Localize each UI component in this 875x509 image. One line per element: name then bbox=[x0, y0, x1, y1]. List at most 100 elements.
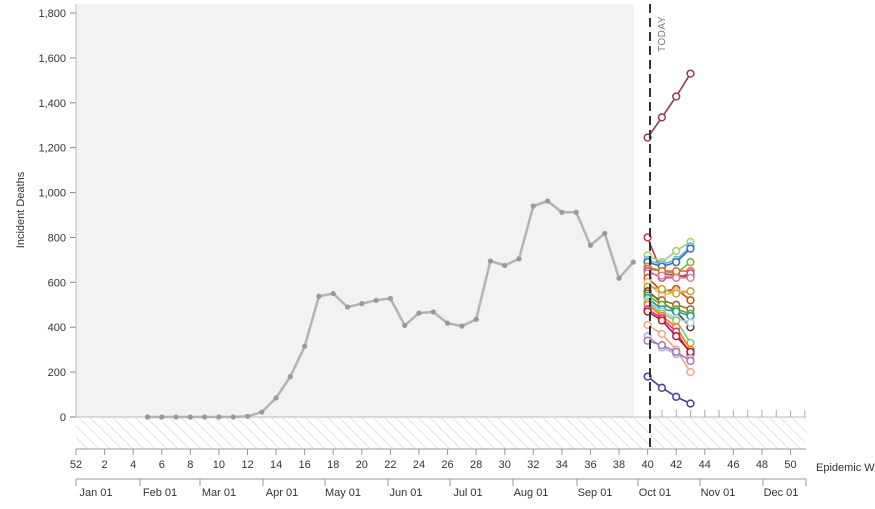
forecast-point[interactable] bbox=[672, 307, 681, 316]
forecast-point[interactable] bbox=[657, 284, 667, 294]
forecast-line bbox=[647, 375, 691, 405]
observed-point[interactable] bbox=[630, 259, 636, 265]
observed-point[interactable] bbox=[216, 414, 222, 420]
observed-point[interactable] bbox=[202, 414, 208, 420]
forecast-point[interactable] bbox=[672, 92, 681, 101]
observed-point[interactable] bbox=[430, 309, 436, 315]
forecast-point[interactable] bbox=[686, 244, 695, 253]
observed-point[interactable] bbox=[402, 322, 408, 329]
observed-point[interactable] bbox=[616, 275, 622, 281]
forecast-line bbox=[647, 299, 691, 324]
forecast-point[interactable] bbox=[672, 392, 681, 401]
observed-point[interactable] bbox=[144, 414, 151, 420]
y-tick-label: 600 bbox=[48, 277, 66, 289]
observed-point[interactable] bbox=[516, 256, 522, 262]
forecast-point[interactable] bbox=[686, 356, 695, 366]
forecast-line bbox=[647, 324, 692, 373]
observed-point[interactable] bbox=[287, 374, 293, 380]
observed-point[interactable] bbox=[330, 290, 336, 297]
forecast-point[interactable] bbox=[672, 289, 681, 298]
forecast-point[interactable] bbox=[672, 266, 681, 276]
observed-point[interactable] bbox=[230, 414, 236, 420]
forecast-point[interactable] bbox=[657, 383, 667, 392]
y-tick-label: 1,600 bbox=[38, 53, 66, 65]
forecast-point[interactable] bbox=[657, 113, 667, 122]
forecast-model bbox=[643, 69, 695, 142]
forecast-point[interactable] bbox=[686, 367, 695, 377]
x-axis-title: Epidemic Week bbox=[816, 462, 875, 474]
observed-point[interactable] bbox=[316, 293, 322, 299]
observed-point[interactable] bbox=[187, 414, 193, 420]
forecast-point[interactable] bbox=[657, 316, 667, 325]
month-tick-label: Feb 01 bbox=[143, 487, 177, 499]
observed-point[interactable] bbox=[473, 316, 479, 322]
forecast-point[interactable] bbox=[686, 318, 695, 327]
observed-point[interactable] bbox=[373, 297, 379, 303]
observed-point[interactable] bbox=[487, 258, 494, 264]
observed-point[interactable] bbox=[573, 209, 579, 215]
forecast-point[interactable] bbox=[686, 287, 695, 296]
forecast-point[interactable] bbox=[686, 311, 695, 321]
observed-point[interactable] bbox=[259, 409, 265, 415]
observed-point[interactable] bbox=[244, 413, 251, 419]
week-tick-label: 46 bbox=[727, 459, 739, 471]
week-tick-label: 22 bbox=[384, 459, 396, 471]
forecast-point[interactable] bbox=[686, 296, 695, 305]
observed-point[interactable] bbox=[159, 414, 165, 420]
week-axis: 52 2 4 6 8 10 12 14 16 18 20 22 24 26 28 30 32 34 36 38 40 42… bbox=[70, 410, 806, 471]
month-tick-label: Jun 01 bbox=[389, 487, 422, 499]
week-tick-label: 30 bbox=[499, 459, 511, 471]
forecast-point[interactable] bbox=[672, 347, 681, 357]
week-tick-label: 32 bbox=[527, 459, 539, 471]
y-tick-label: 0 bbox=[60, 412, 66, 424]
month-tick-label: Nov 01 bbox=[701, 487, 736, 499]
forecast-line bbox=[647, 261, 691, 275]
forecast-model bbox=[643, 269, 695, 282]
week-tick-label: 10 bbox=[213, 459, 225, 471]
week-tick-label: 14 bbox=[270, 459, 282, 471]
forecast-point[interactable] bbox=[686, 347, 695, 357]
forecast-line bbox=[647, 295, 691, 315]
week-tick-label: 20 bbox=[356, 459, 368, 471]
observed-point[interactable] bbox=[502, 262, 508, 269]
forecast-point[interactable] bbox=[672, 257, 681, 267]
observed-point[interactable] bbox=[416, 310, 422, 316]
observed-point[interactable] bbox=[602, 230, 608, 237]
forecast-point[interactable] bbox=[657, 271, 667, 280]
forecast-line bbox=[647, 297, 691, 317]
past-region-background bbox=[76, 4, 634, 417]
forecast-point[interactable] bbox=[657, 329, 667, 339]
observed-point[interactable] bbox=[544, 198, 551, 204]
forecast-point[interactable] bbox=[672, 332, 681, 341]
forecast-line bbox=[647, 272, 691, 279]
week-tick-label: 44 bbox=[699, 459, 711, 471]
week-tick-label: 36 bbox=[584, 459, 596, 471]
forecast-point[interactable] bbox=[686, 399, 695, 408]
observed-point[interactable] bbox=[387, 295, 393, 302]
observed-point[interactable] bbox=[273, 395, 279, 401]
forecast-model bbox=[643, 336, 695, 366]
observed-point[interactable] bbox=[459, 323, 465, 329]
forecast-line bbox=[647, 248, 692, 268]
observed-point[interactable] bbox=[587, 242, 594, 248]
forecast-point[interactable] bbox=[686, 273, 695, 282]
observed-point[interactable] bbox=[444, 320, 451, 326]
forecast-point[interactable] bbox=[672, 273, 681, 282]
forecast-point[interactable] bbox=[686, 69, 695, 78]
week-tick-label: 26 bbox=[441, 459, 453, 471]
observed-point[interactable] bbox=[559, 209, 565, 215]
month-tick-label: Apr 01 bbox=[266, 487, 298, 499]
forecast-point[interactable] bbox=[672, 316, 681, 325]
forecast-point[interactable] bbox=[686, 257, 695, 267]
week-tick-label: 16 bbox=[299, 459, 311, 471]
observed-point[interactable] bbox=[530, 203, 536, 209]
observed-point[interactable] bbox=[173, 414, 179, 420]
week-tick-label: 34 bbox=[556, 459, 568, 471]
observed-point[interactable] bbox=[344, 304, 351, 310]
month-tick-label: Jul 01 bbox=[453, 487, 482, 499]
observed-series bbox=[144, 198, 636, 420]
observed-point[interactable] bbox=[302, 343, 308, 349]
observed-point[interactable] bbox=[359, 301, 365, 307]
forecast-point[interactable] bbox=[672, 246, 681, 256]
forecast-point[interactable] bbox=[657, 341, 667, 350]
